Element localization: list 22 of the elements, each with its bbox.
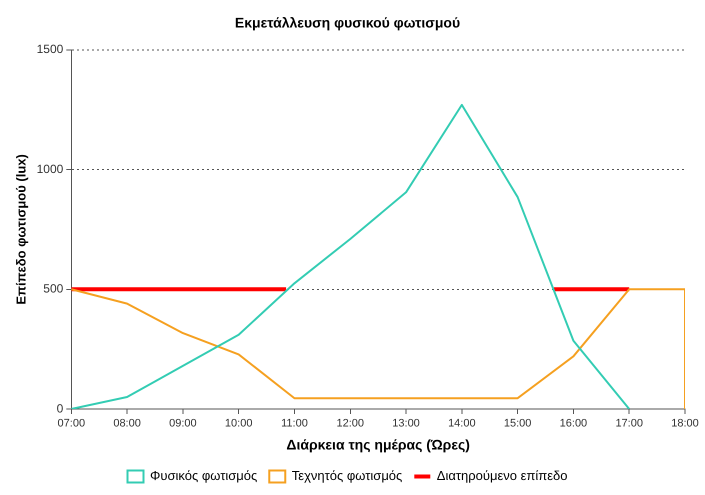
y-tick-label: 1500 — [36, 42, 64, 56]
chart-title: Εκμετάλλευση φυσικού φωτισμού — [234, 14, 460, 30]
x-tick-label: 11:00 — [281, 418, 308, 430]
x-tick-label: 17:00 — [615, 418, 643, 430]
x-tick-label: 08:00 — [113, 418, 141, 430]
x-tick-label: 18:00 — [671, 418, 699, 430]
x-tick-label: 13:00 — [392, 418, 420, 430]
y-tick-label: 500 — [43, 282, 64, 296]
x-tick-label: 12:00 — [336, 418, 364, 430]
y-axis-title: Επίπεδο φωτισμού (lux) — [13, 154, 28, 305]
y-tick-label: 1000 — [36, 162, 64, 176]
x-tick-label: 10:00 — [224, 418, 252, 430]
x-tick-label: 07:00 — [58, 418, 86, 430]
y-tick-label: 0 — [56, 401, 64, 416]
legend-label: Φυσικός φωτισμός — [150, 468, 258, 484]
x-tick-label: 15:00 — [504, 418, 532, 430]
legend-label: Διατηρούμενο επίπεδο — [436, 468, 568, 484]
x-tick-label: 16:00 — [560, 418, 588, 430]
legend-label: Τεχνητός φωτισμός — [292, 468, 402, 484]
x-axis-title: Διάρκεια της ημέρας (Ώρες) — [286, 436, 470, 452]
x-tick-label: 09:00 — [169, 418, 197, 430]
x-tick-label: 14:00 — [448, 418, 476, 430]
